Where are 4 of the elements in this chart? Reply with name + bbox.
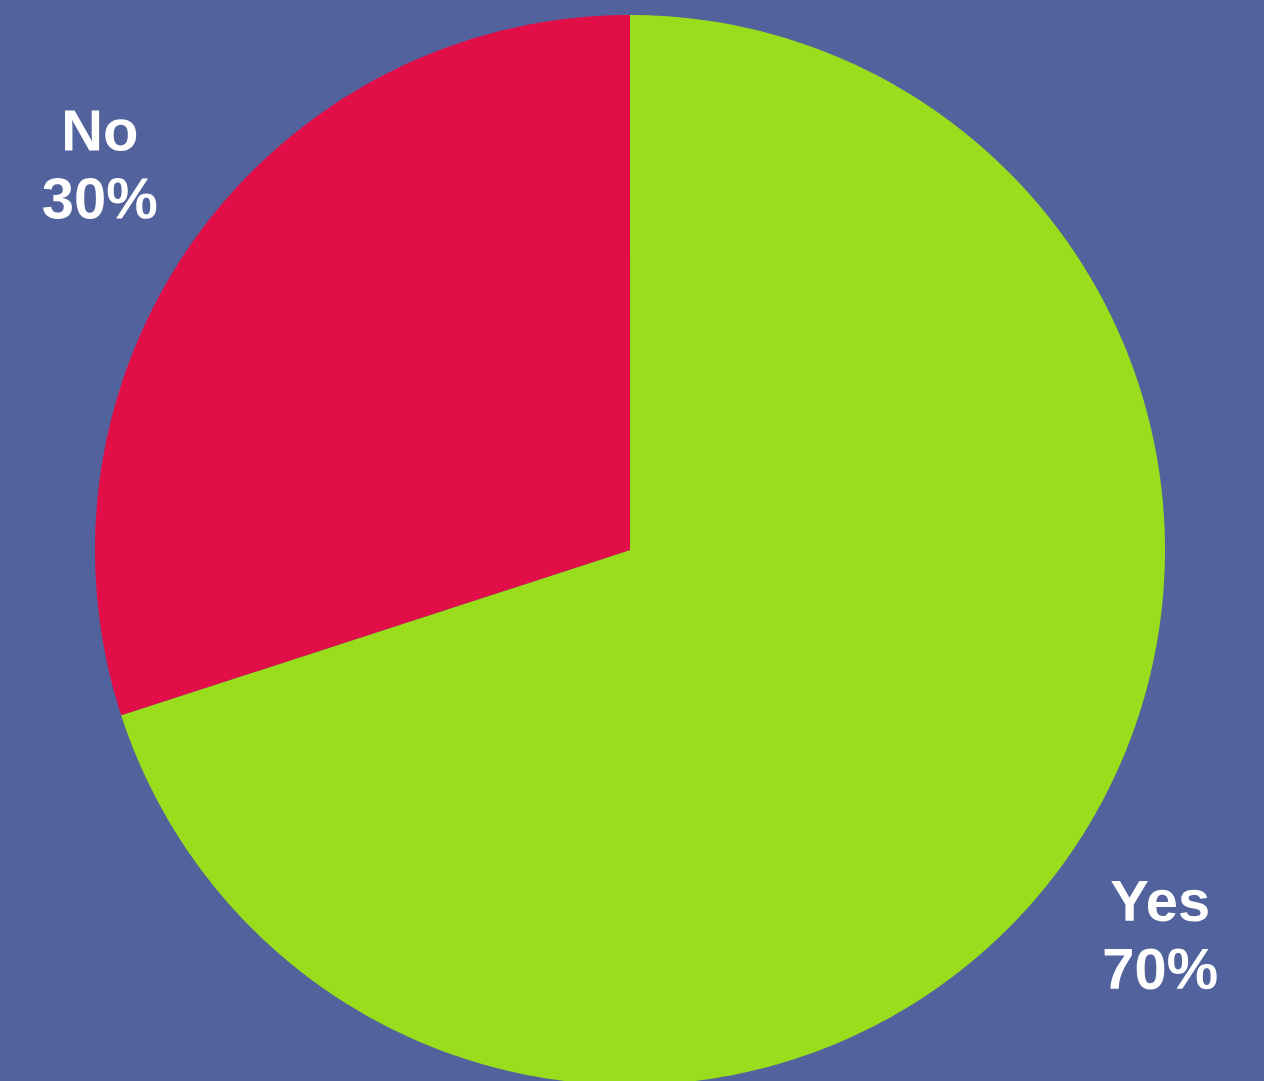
slice-label: No xyxy=(65,110,137,151)
slice-label: Yes xyxy=(1111,880,1208,922)
data-label: 30% xyxy=(43,177,157,220)
data-label: 70% xyxy=(1104,948,1217,990)
